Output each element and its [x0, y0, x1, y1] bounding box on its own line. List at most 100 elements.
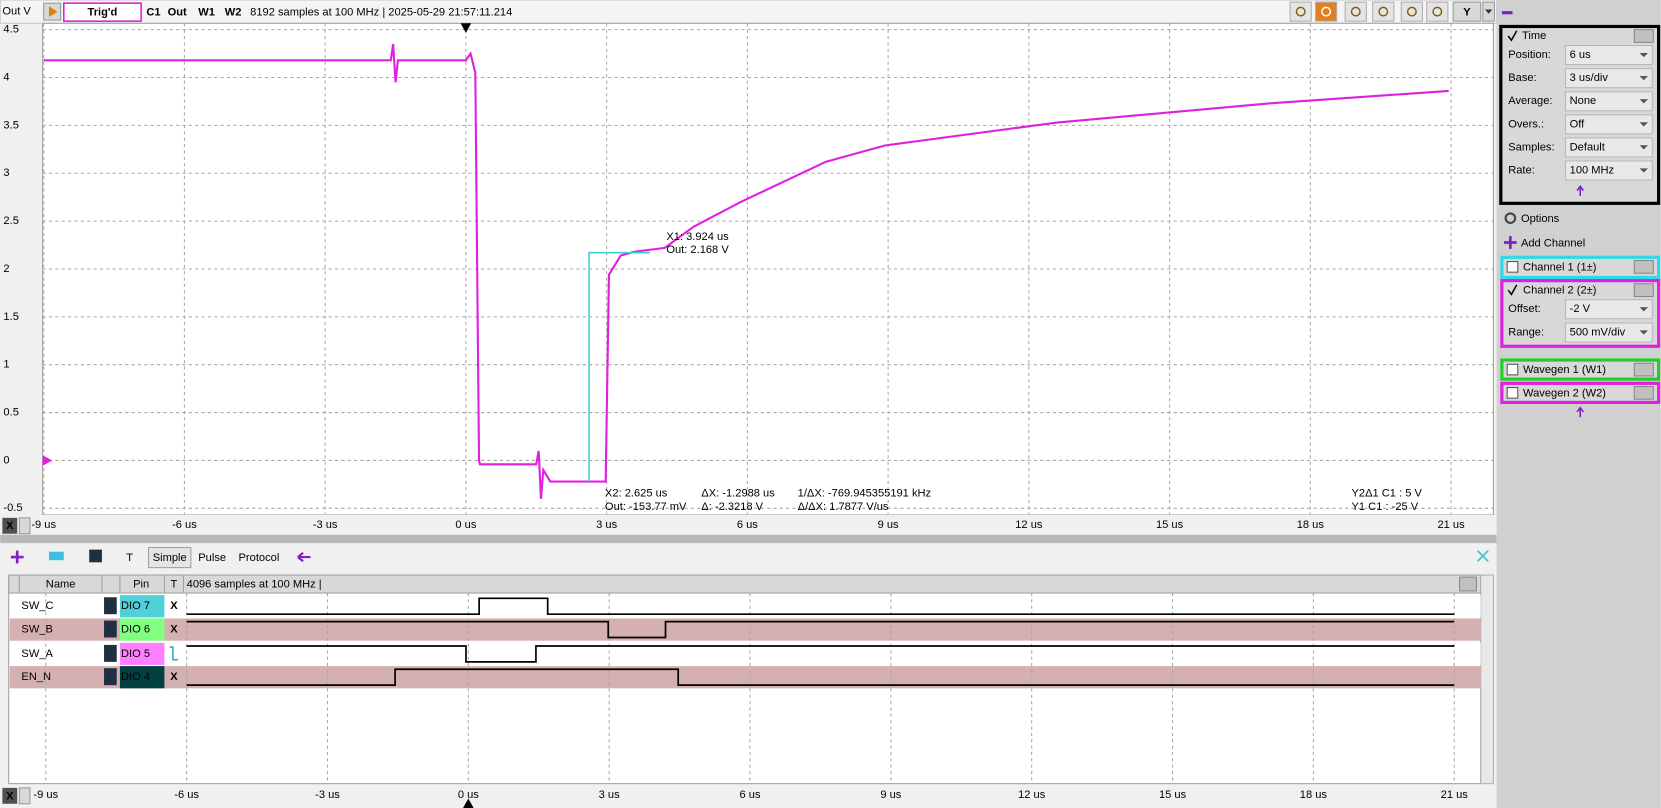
y-tick-label: 1	[3, 359, 9, 371]
settings-button[interactable]	[1633, 385, 1654, 400]
signal-name: SW_B	[21, 623, 52, 635]
pin-label: DIO 4	[121, 671, 150, 683]
x-tick-label: 21 us	[1441, 789, 1469, 801]
tool-button[interactable]	[1372, 1, 1395, 22]
tool-button[interactable]	[1400, 1, 1423, 22]
mode-button[interactable]	[147, 546, 192, 569]
mode-option: Pulse	[198, 552, 226, 564]
dropdown[interactable]	[1564, 137, 1653, 158]
x-button[interactable]	[2, 787, 18, 804]
cursor-readout: 1/ΔX: -769.945355191 kHz	[798, 487, 931, 499]
cursor-readout: X2: 2.625 us	[605, 487, 668, 499]
x-button[interactable]	[2, 517, 18, 534]
dropdown-arrow	[1639, 307, 1649, 312]
tool-icon	[1406, 6, 1417, 17]
dropdown[interactable]	[1564, 299, 1653, 320]
checkbox[interactable]	[1506, 261, 1519, 273]
tool-button[interactable]	[1314, 1, 1338, 22]
tool-button[interactable]	[1289, 1, 1312, 22]
y-tick-label: 0.5	[3, 407, 18, 419]
x-tick-label: -6 us	[172, 519, 197, 531]
trace	[43, 43, 1449, 499]
x-tick-label: 15 us	[1159, 789, 1187, 801]
field-label: Samples:	[1508, 141, 1554, 153]
y-button[interactable]	[1452, 1, 1482, 22]
digital-trace	[186, 668, 1455, 687]
close-icon[interactable]	[1476, 550, 1489, 562]
digital-trace	[186, 645, 1455, 663]
dropdown[interactable]	[1564, 160, 1653, 181]
channel-title: Wavegen 2 (W2)	[1523, 387, 1606, 399]
field-value: Default	[1570, 141, 1605, 153]
dropdown[interactable]	[18, 787, 31, 805]
menu-item: Options	[1521, 213, 1560, 225]
digital-traces	[186, 597, 1455, 687]
splitter[interactable]	[0, 534, 1497, 544]
dropdown[interactable]	[18, 517, 31, 535]
x-tick-label: -9 us	[33, 789, 58, 801]
trigger-menu: T	[126, 552, 133, 564]
dropdown[interactable]	[1564, 114, 1653, 135]
field-label: Overs.:	[1508, 118, 1544, 130]
settings-button[interactable]	[1633, 362, 1654, 377]
axis-label: Out V	[2, 6, 31, 18]
field-value: -2 V	[1570, 303, 1591, 315]
settings-button[interactable]	[1633, 29, 1654, 43]
field-value: 6 us	[1570, 49, 1591, 61]
scrollbar[interactable]	[1480, 574, 1494, 785]
mode-option: Protocol	[239, 552, 280, 564]
y-tick-label: 0	[3, 454, 9, 466]
checkbox[interactable]	[1506, 363, 1519, 376]
dropdown[interactable]	[1564, 91, 1653, 112]
y-tick-label: 4.5	[3, 24, 18, 36]
channel-toggle: W2	[225, 7, 242, 19]
dropdown-arrow	[1639, 76, 1649, 81]
tool-icon	[1350, 6, 1361, 17]
channel-group	[1500, 381, 1661, 404]
signal-icon	[104, 597, 117, 615]
cursor-readout: Out: 2.168 V	[666, 244, 729, 256]
field-label: Range:	[1508, 326, 1544, 338]
tool-button[interactable]	[1426, 1, 1449, 22]
settings-button[interactable]	[1633, 259, 1654, 274]
settings-button[interactable]	[1633, 283, 1654, 298]
column-header: Name	[46, 578, 76, 590]
back-arrow[interactable]	[297, 551, 311, 563]
cursor-readout: Δ: -2.3218 V	[701, 501, 763, 513]
tool-button[interactable]	[1344, 1, 1367, 22]
x-tick-label: 0 us	[458, 789, 479, 801]
dropdown[interactable]	[1564, 68, 1653, 89]
settings-button[interactable]	[1459, 576, 1478, 592]
x-button-label: X	[6, 790, 14, 802]
x-tick-label: 9 us	[878, 519, 899, 531]
pin-cell	[119, 618, 165, 641]
cursor-readout: ΔX: -1.2988 us	[701, 487, 775, 499]
signal-icon	[104, 644, 117, 662]
x-tick-label: 0 us	[455, 519, 476, 531]
pin-cell	[119, 666, 165, 689]
channel-toggle: W1	[198, 7, 215, 19]
x-tick-label: 12 us	[1018, 789, 1046, 801]
checkbox[interactable]	[1506, 387, 1519, 399]
column-header: Pin	[133, 578, 149, 590]
x-tick-label: 6 us	[737, 519, 758, 531]
expand-arrow[interactable]	[1576, 406, 1585, 418]
y-tick-label: 3	[3, 167, 9, 179]
dropdown[interactable]	[1564, 45, 1653, 66]
x-tick-label: 6 us	[740, 789, 761, 801]
channel-title: Channel 1 (1±)	[1523, 261, 1597, 273]
channel-title: Wavegen 1 (W1)	[1523, 364, 1606, 376]
tool-icon	[1321, 6, 1332, 17]
field-value: 3 us/div	[1570, 72, 1609, 84]
dropdown-arrow	[1639, 99, 1649, 104]
row-background	[9, 666, 1481, 689]
tool-icon	[1432, 6, 1443, 17]
x-tick-label: 3 us	[596, 519, 617, 531]
dropdown[interactable]	[1564, 322, 1653, 343]
signal-icon	[89, 549, 102, 563]
run-icon	[48, 6, 58, 17]
column-header: T	[171, 578, 178, 590]
cursor-readout: Δ/ΔX: 1.7877 V/us	[798, 501, 889, 513]
expand-arrow[interactable]	[1576, 185, 1585, 196]
